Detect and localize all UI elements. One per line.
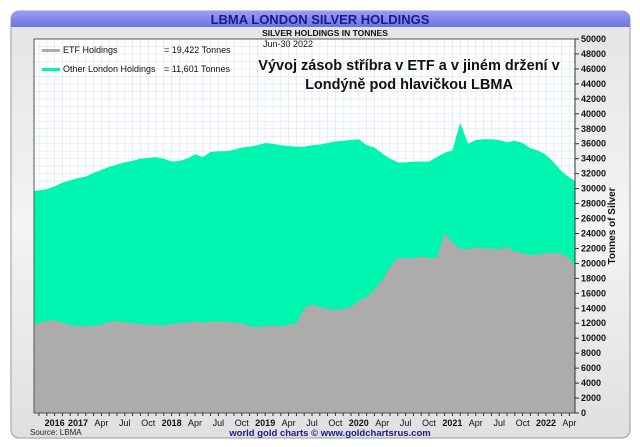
legend-item-other: Other London Holdings = 11,601 Tonnes [42,64,230,74]
y-tick-label: 42000 [581,94,606,104]
x-tick-label: Oct [235,418,250,428]
y-axis-label: Tonnes of Silver [607,187,618,264]
legend-item-etf: ETF Holdings = 19,422 Tonnes [42,45,231,55]
y-tick-label: 50000 [581,34,606,44]
y-tick-label: 12000 [581,318,606,328]
y-tick-label: 46000 [581,64,606,74]
area-etf-holdings [34,233,575,413]
chart-title: LBMA LONDON SILVER HOLDINGS [211,12,430,27]
y-tick-label: 36000 [581,139,606,149]
x-tick-label: Jul [213,418,225,428]
x-tick-label: Oct [516,418,531,428]
y-axis: 0 2000 4000 6000 8000 10000 12000 14000 16000 180… [574,34,606,418]
y-tick-label: 44000 [581,79,606,89]
x-axis: 2016 2017 Apr Jul Oct 2018 Apr Jul Oct 2019 Apr Jul… [38,413,576,428]
legend-value-etf: = 19,422 Tonnes [164,45,231,55]
y-tick-label: 24000 [581,228,606,238]
x-tick-label: Apr [282,418,296,428]
x-tick-label: Jul [306,418,318,428]
legend-label-other: Other London Holdings [63,64,156,74]
legend-label-etf: ETF Holdings [63,45,118,55]
y-tick-label: 6000 [581,363,601,373]
x-tick-label: Jul [493,418,505,428]
chart-subtitle: SILVER HOLDINGS IN TONNES [262,28,388,38]
title-bar [11,11,630,27]
y-tick-label: 4000 [581,378,601,388]
legend-value-other: = 11,601 Tonnes [164,64,230,74]
y-tick-label: 30000 [581,184,606,194]
x-tick-label: Jul [119,418,131,428]
legend: ETF Holdings = 19,422 Tonnes Other Londo… [42,45,231,74]
x-tick-label: 2016 [45,418,65,428]
y-tick-label: 8000 [581,348,601,358]
x-tick-label: Apr [188,418,202,428]
y-tick-label: 14000 [581,303,606,313]
x-tick-label: Jul [400,418,412,428]
x-tick-label: Oct [422,418,437,428]
x-tick-label: Apr [469,418,483,428]
y-tick-label: 34000 [581,154,606,164]
x-tick-label: Apr [562,418,576,428]
y-tick-label: 20000 [581,258,606,268]
y-tick-label: 10000 [581,333,606,343]
x-tick-label: 2021 [442,418,462,428]
annotation-line-1: Vývoj zásob stříbra v ETF a v jiném drže… [258,58,559,74]
source-label: Source: LBMA [30,428,82,437]
credit-link[interactable]: world gold charts © www.goldchartsrus.co… [228,428,430,439]
x-tick-label: Oct [328,418,343,428]
y-tick-label: 28000 [581,199,606,209]
x-tick-label: Apr [375,418,389,428]
x-tick-label: 2022 [536,418,556,428]
x-tick-label: Apr [94,418,108,428]
x-tick-label: 2018 [162,418,182,428]
y-tick-label: 32000 [581,169,606,179]
y-tick-label: 2000 [581,393,601,403]
y-tick-label: 38000 [581,124,606,134]
y-tick-label: 22000 [581,243,606,253]
y-tick-label: 48000 [581,49,606,59]
x-tick-label: Oct [141,418,156,428]
x-tick-label: 2019 [255,418,275,428]
x-tick-label: 2020 [349,418,369,428]
chart-date: Jun-30 2022 [263,39,313,49]
legend-swatch-other [42,68,60,71]
x-tick-label: 2017 [68,418,88,428]
annotation-line-2: Londýně pod hlavičkou LBMA [305,77,513,93]
legend-swatch-etf [42,49,60,52]
y-tick-label: 40000 [581,109,606,119]
y-tick-label: 18000 [581,273,606,283]
y-tick-label: 0 [581,408,586,418]
y-tick-label: 16000 [581,288,606,298]
y-tick-label: 26000 [581,214,606,224]
